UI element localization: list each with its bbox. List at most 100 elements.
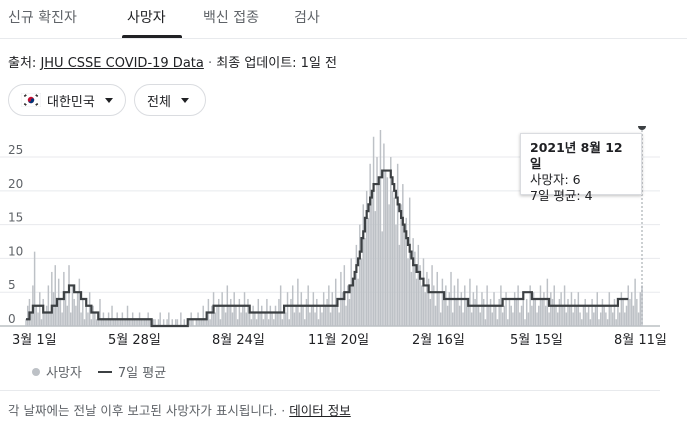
x-tick-label: 8월 11일	[614, 333, 667, 348]
daily-bar	[415, 278, 418, 326]
daily-bar	[520, 305, 523, 326]
y-tick-label: 0	[8, 312, 16, 326]
legend-daily-label: 사망자	[46, 366, 82, 381]
daily-bar	[627, 285, 629, 326]
daily-bar	[410, 271, 413, 326]
daily-bar	[503, 305, 506, 326]
daily-bar	[558, 298, 561, 326]
daily-bar	[369, 163, 371, 326]
daily-bar	[211, 305, 213, 326]
source-link[interactable]: JHU CSSE COVID-19 Data	[40, 56, 204, 71]
daily-bar	[111, 305, 113, 326]
legend-dot-icon	[32, 367, 40, 376]
daily-bar	[527, 312, 530, 326]
daily-bar	[443, 298, 445, 326]
daily-bar	[252, 305, 254, 326]
daily-bar	[216, 305, 218, 326]
tab-vaccinations[interactable]: 백신 접종	[203, 10, 259, 26]
tab-tests[interactable]: 검사	[294, 10, 320, 26]
daily-bar	[579, 312, 581, 326]
daily-bar	[56, 305, 58, 326]
daily-bar	[295, 305, 297, 326]
daily-bar	[223, 305, 225, 326]
daily-bar	[142, 319, 144, 326]
daily-bar	[551, 298, 554, 326]
daily-bar	[531, 305, 533, 326]
daily-bar	[61, 312, 63, 326]
daily-bar	[231, 312, 234, 326]
daily-bar	[76, 292, 79, 326]
daily-bar	[297, 278, 299, 326]
daily-bar	[481, 292, 483, 326]
daily-bar	[64, 292, 67, 326]
daily-bar	[610, 305, 612, 326]
daily-bar	[166, 319, 168, 326]
y-tick-label: 5	[8, 278, 16, 292]
daily-bar	[128, 319, 130, 326]
daily-bar	[44, 312, 46, 326]
region-filter-chip[interactable]: 대한민국	[8, 84, 126, 116]
daily-bar	[359, 224, 361, 326]
daily-bar	[367, 217, 370, 326]
daily-bar	[458, 305, 461, 326]
daily-bar	[247, 298, 249, 326]
daily-bar	[560, 292, 562, 326]
daily-bar	[149, 319, 151, 326]
daily-bar	[347, 285, 349, 326]
chevron-down-icon	[180, 97, 189, 103]
daily-bar	[441, 278, 444, 326]
daily-bar	[532, 292, 535, 326]
daily-bar	[622, 298, 624, 326]
daily-bar	[221, 292, 223, 326]
daily-bar	[106, 319, 108, 326]
daily-bar	[427, 278, 430, 326]
scope-filter-chip[interactable]: 전체	[134, 84, 206, 116]
chart-legend: 사망자 7일 평균	[32, 362, 166, 381]
daily-bar	[312, 292, 315, 326]
daily-bar	[630, 292, 633, 326]
daily-bar	[606, 319, 609, 326]
daily-bar	[52, 292, 55, 326]
daily-bar	[109, 319, 112, 326]
daily-bar	[217, 298, 220, 326]
daily-bar	[319, 305, 321, 326]
daily-bar	[123, 319, 125, 326]
daily-bar	[501, 312, 504, 326]
daily-bar	[78, 278, 81, 326]
daily-bar	[355, 244, 358, 326]
daily-bar	[524, 319, 526, 326]
region-filter-label: 대한민국	[47, 94, 95, 110]
daily-bar	[25, 319, 27, 326]
chevron-down-icon	[104, 97, 113, 103]
daily-bar	[209, 319, 211, 326]
y-tick-label: 25	[8, 143, 23, 157]
deaths-chart[interactable]: 0 5 10 15 20 25 3월 1일 5월 28일 8월 24일 11월 20일 2월 16…	[0, 126, 687, 352]
daily-bar	[398, 244, 401, 326]
daily-bar	[403, 231, 406, 326]
daily-bar	[408, 197, 411, 326]
tooltip-date: 2021년 8월 12일	[530, 140, 623, 171]
daily-bar	[255, 319, 258, 326]
daily-bar	[407, 258, 409, 326]
data-info-link[interactable]: 데이터 정보	[289, 403, 351, 418]
daily-bar	[613, 298, 616, 326]
tab-new-cases[interactable]: 신규 확진자	[8, 10, 77, 26]
daily-bar	[143, 319, 146, 326]
daily-bar	[641, 285, 643, 326]
daily-bar	[538, 305, 540, 326]
daily-bar	[608, 292, 611, 326]
daily-bar	[603, 305, 605, 326]
daily-bar	[219, 319, 222, 326]
tab-deaths[interactable]: 사망자	[127, 10, 166, 26]
daily-bar	[353, 271, 356, 326]
daily-bar	[434, 305, 437, 326]
daily-bar	[505, 292, 507, 326]
daily-bar	[334, 278, 337, 326]
daily-bar	[264, 312, 266, 326]
daily-bar	[322, 292, 325, 326]
daily-bar	[352, 285, 354, 326]
daily-bar	[188, 319, 191, 326]
divider	[0, 390, 660, 391]
daily-bar	[286, 292, 289, 326]
daily-bar	[417, 244, 420, 326]
